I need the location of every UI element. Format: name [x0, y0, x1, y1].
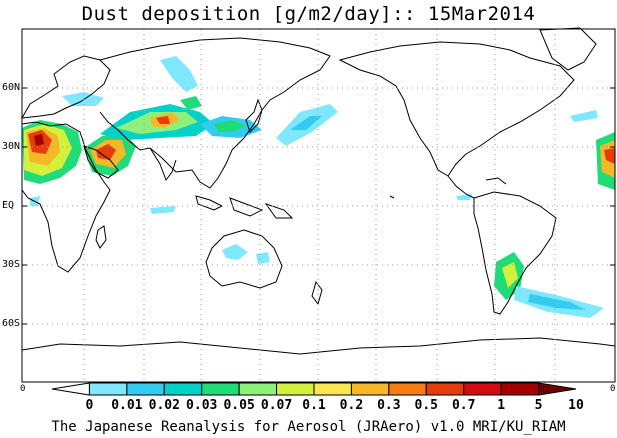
graticule [22, 29, 615, 382]
colorbar-swatch [463, 382, 502, 396]
colorbar-label: 1 [497, 398, 506, 413]
footer-credit: The Japanese Reanalysis for Aerosol (JRA… [51, 419, 566, 435]
colorbar-swatch [126, 382, 165, 396]
colorbar-swatch [313, 382, 352, 396]
colorbar-swatch [538, 382, 577, 396]
lat-ticks [22, 87, 615, 325]
colorbar-swatch [51, 382, 90, 396]
lat-label-60s: 60S [2, 318, 21, 329]
colorbar-label: 0.7 [451, 398, 476, 413]
colorbar-label: 5 [534, 398, 543, 413]
colorbar-swatch [388, 382, 427, 396]
coastlines [21, 27, 616, 355]
colorbar-swatch [276, 382, 315, 396]
colorbar-swatch [201, 382, 240, 396]
colorbar-label: 0.01 [111, 398, 143, 413]
lon-label-right: 0 [610, 384, 616, 394]
colorbar-label: 0.1 [302, 398, 326, 413]
colorbar-label: 10 [568, 398, 584, 413]
colorbar-swatch [163, 382, 203, 396]
colorbar-label: 0.03 [186, 398, 218, 413]
lon-label-left: 0 [20, 384, 26, 394]
colorbar-label: 0.3 [377, 398, 401, 413]
lat-label-30s: 30S [2, 259, 21, 270]
lat-label-30n: 30N [2, 141, 21, 152]
colorbar-swatch [425, 382, 465, 396]
colorbar-label: 0 [85, 398, 94, 413]
colorbar-label: 0.2 [339, 398, 364, 413]
lat-label-eq: EQ [2, 200, 15, 211]
colorbar-swatch [88, 382, 128, 396]
lat-label-60n: 60N [2, 82, 21, 93]
colorbar-label: 0.07 [260, 398, 293, 413]
colorbar-label: 0.02 [148, 398, 180, 413]
colorbar-swatch [238, 382, 278, 396]
colorbar-label: 0.5 [414, 398, 439, 413]
dust-deposition-field [22, 56, 615, 318]
colorbar [51, 382, 577, 396]
colorbar-label: 0.05 [223, 398, 255, 413]
colorbar-swatch [500, 382, 540, 396]
colorbar-swatch [350, 382, 390, 396]
map-title: Dust deposition [g/m2/day]:: 15Mar2014 [81, 3, 536, 25]
